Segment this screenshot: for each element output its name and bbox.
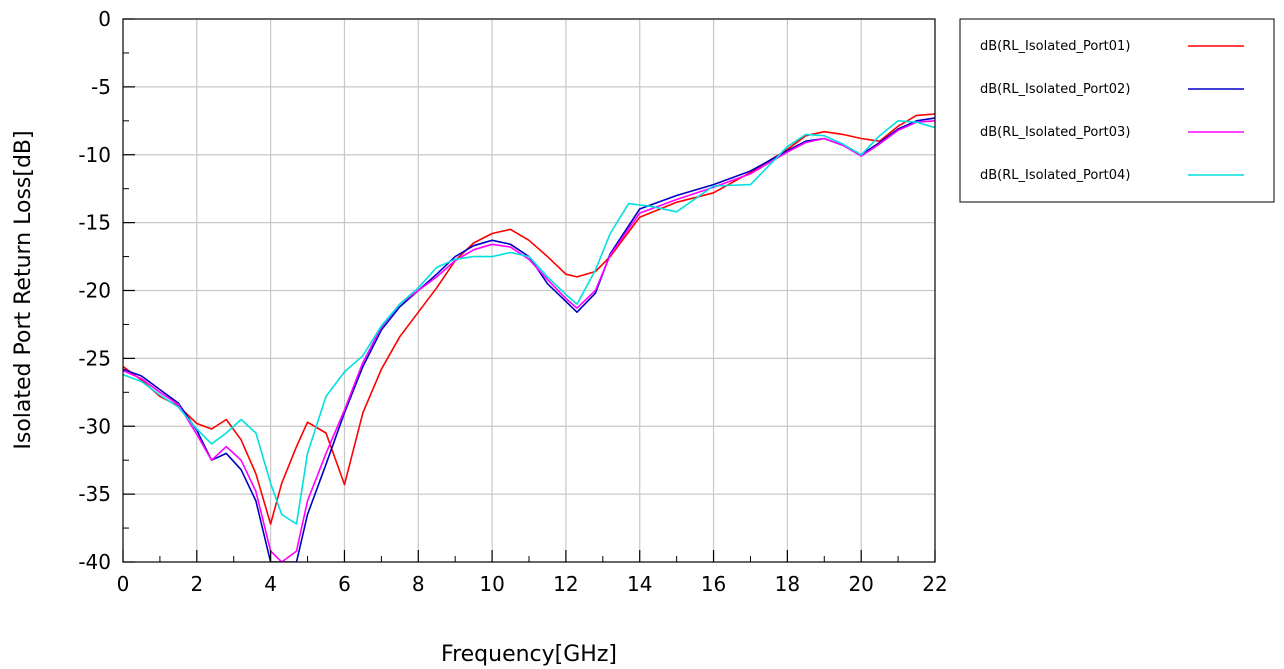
series-line-port04 <box>123 120 935 525</box>
series-lines <box>123 113 935 562</box>
x-tick-label: 2 <box>190 572 203 596</box>
x-tick-label: 0 <box>117 572 130 596</box>
axis-ticks: 0 2 4 6 8 10 12 14 16 18 20 22 0 -5 -10 -15 -20 -25 -30 -35… <box>78 7 947 596</box>
y-tick-label: -15 <box>78 211 111 235</box>
grid <box>123 19 935 562</box>
y-tick-label: -20 <box>78 279 111 303</box>
x-tick-label: 18 <box>775 572 800 596</box>
y-axis-title: Isolated Port Return Loss[dB] <box>11 130 36 449</box>
legend-label: dB(RL_Isolated_Port03) <box>980 125 1130 140</box>
legend-label: dB(RL_Isolated_Port04) <box>980 168 1130 183</box>
x-tick-label: 8 <box>412 572 425 596</box>
x-tick-label: 4 <box>264 572 277 596</box>
series-line-port03 <box>123 120 935 562</box>
y-tick-label: -5 <box>91 75 111 99</box>
x-tick-label: 20 <box>848 572 873 596</box>
legend-label: dB(RL_Isolated_Port01) <box>980 39 1130 54</box>
y-tick-label: -40 <box>78 550 111 574</box>
x-tick-label: 14 <box>627 572 652 596</box>
legend-box <box>959 18 1275 203</box>
y-tick-label: -25 <box>78 346 111 370</box>
legend-label: dB(RL_Isolated_Port02) <box>980 82 1130 97</box>
legend: dB(RL_Isolated_Port01) dB(RL_Isolated_Por… <box>959 18 1275 203</box>
y-tick-label: -30 <box>78 414 111 438</box>
x-tick-label: 6 <box>338 572 351 596</box>
y-tick-label: -35 <box>78 482 111 506</box>
x-tick-label: 12 <box>553 572 578 596</box>
y-tick-label: -10 <box>78 143 111 167</box>
series-line-port02 <box>123 117 935 562</box>
x-tick-label: 16 <box>701 572 726 596</box>
x-tick-label: 10 <box>479 572 504 596</box>
y-tick-label: 0 <box>98 7 111 31</box>
x-tick-label: 22 <box>922 572 947 596</box>
series-line-port01 <box>123 113 935 525</box>
x-axis-title: Frequency[GHz] <box>441 642 617 667</box>
